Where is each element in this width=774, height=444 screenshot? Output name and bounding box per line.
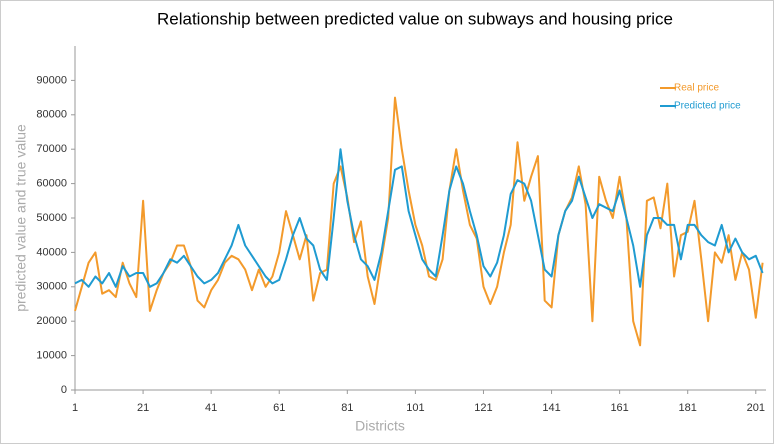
y-tick-label: 60000 <box>36 178 67 190</box>
y-tick-label: 90000 <box>36 74 67 86</box>
chart-title: Relationship between predicted value on … <box>157 9 673 28</box>
y-tick-label: 0 <box>61 384 67 396</box>
x-tick-label: 181 <box>679 402 697 414</box>
y-tick-label: 80000 <box>36 109 67 121</box>
y-tick-label: 20000 <box>36 315 67 327</box>
x-tick-label: 41 <box>205 402 217 414</box>
y-tick-label: 50000 <box>36 212 67 224</box>
series-line <box>74 148 764 288</box>
x-tick-label: 101 <box>406 402 424 414</box>
x-tick-label: 121 <box>474 402 492 414</box>
x-tick-label: 21 <box>137 402 149 414</box>
legend-label: Real price <box>674 83 719 94</box>
y-axis-label: predicted value and true value <box>13 124 29 312</box>
y-tick-label: 30000 <box>36 281 67 293</box>
y-tick-label: 40000 <box>36 246 67 258</box>
x-tick-label: 141 <box>542 402 560 414</box>
x-tick-label: 1 <box>72 402 78 414</box>
y-tick-label: 10000 <box>36 350 67 362</box>
x-axis-label: Districts <box>355 418 405 434</box>
y-tick-label: 70000 <box>36 143 67 155</box>
legend-label: Predicted price <box>674 101 741 112</box>
x-tick-label: 201 <box>747 402 765 414</box>
x-tick-label: 81 <box>341 402 353 414</box>
x-tick-label: 161 <box>610 402 628 414</box>
x-tick-label: 61 <box>273 402 285 414</box>
